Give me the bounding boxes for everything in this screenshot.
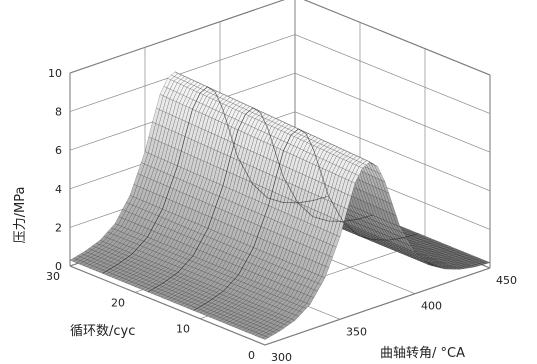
cycle-profile-line	[147, 107, 374, 293]
cycle-profile-line	[193, 128, 419, 311]
surface-patch	[482, 261, 491, 264]
y-tick-label: 10	[176, 323, 190, 336]
frame-line	[69, 0, 285, 74]
gridline	[294, 111, 491, 192]
gridline	[69, 265, 266, 346]
surface-layer	[69, 71, 491, 340]
z-tick-label: 2	[55, 221, 62, 234]
x-tick-label: 400	[421, 300, 442, 313]
z-tick-label: 8	[55, 106, 62, 119]
z-tick-label: 6	[55, 144, 62, 157]
z-tick-label: 4	[55, 183, 62, 196]
gridline	[303, 0, 491, 76]
cycle-profile-line	[102, 86, 328, 274]
frame-line	[303, 0, 491, 76]
y-axis-label: 循环数/cyc	[70, 324, 135, 339]
gridline	[69, 0, 285, 74]
gridline	[264, 267, 491, 346]
y-tick-label: 30	[46, 270, 60, 283]
z-tick-label: 10	[48, 67, 62, 80]
y-tick-label: 20	[111, 296, 125, 309]
z-tick-label: 0	[55, 260, 62, 273]
x-tick-label: 450	[496, 274, 517, 287]
x-axis-label: 曲轴转角/ °CA	[380, 346, 465, 361]
gridline	[69, 34, 296, 112]
gridline	[294, 72, 491, 153]
z-axis-label: 压力/MPa	[13, 187, 28, 244]
x-tick-label: 350	[346, 325, 367, 338]
y-tick-label: 0	[248, 349, 255, 362]
x-tick-label: 300	[271, 351, 292, 364]
tick-layer: 0 2 4 6 8 10 0 10 20 30 300 350 400 450	[46, 67, 517, 364]
gridline	[294, 34, 491, 114]
